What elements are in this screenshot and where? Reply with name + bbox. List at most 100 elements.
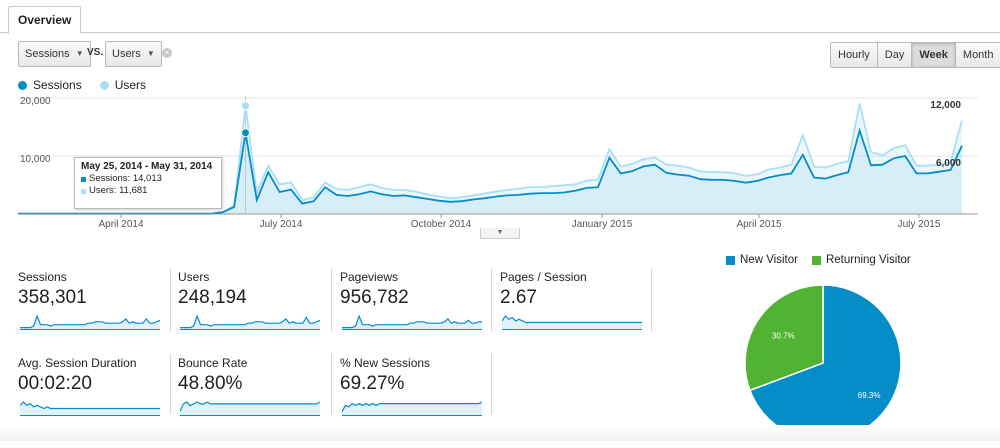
sparkline-area bbox=[20, 316, 160, 330]
metric-label: Pageviews bbox=[340, 270, 399, 284]
legend-item-sessions[interactable]: Sessions bbox=[18, 78, 82, 92]
metric-selector-primary[interactable]: Sessions ▼ bbox=[18, 41, 91, 67]
chart-legend: Sessions Users bbox=[18, 78, 146, 92]
chart-collapse-handle[interactable]: ▼ bbox=[480, 228, 520, 239]
metric-value: 956,782 bbox=[340, 287, 409, 308]
metric-value: 2.67 bbox=[500, 287, 537, 308]
pie-legend-new-visitor-label: New Visitor bbox=[740, 254, 798, 266]
legend-item-users[interactable]: Users bbox=[99, 78, 147, 92]
metric-card-pages-session[interactable]: Pages / Session 2.67 bbox=[500, 270, 652, 336]
sparkline-line bbox=[180, 401, 320, 412]
sparkline-line bbox=[342, 401, 482, 413]
granularity-hourly-button[interactable]: Hourly bbox=[831, 43, 877, 67]
y-tick-label-right: 6,000 bbox=[936, 158, 961, 169]
pie-legend: New Visitor Returning Visitor bbox=[726, 254, 911, 266]
metric-label: Bounce Rate bbox=[178, 356, 248, 370]
clear-compare-icon[interactable]: × bbox=[162, 48, 172, 58]
metric-value: 00:02:20 bbox=[18, 373, 92, 394]
chart-axes: 20,000 10,000 12,000 6,000 April 2014 July 20… bbox=[18, 96, 978, 230]
metric-label: % New Sessions bbox=[340, 356, 431, 370]
metric-value: 248,194 bbox=[178, 287, 247, 308]
tab-overview[interactable]: Overview bbox=[8, 6, 82, 34]
returning-visitor-square-icon bbox=[811, 255, 821, 265]
x-tick-label: January 2015 bbox=[572, 219, 633, 230]
tooltip-title: May 25, 2014 - May 31, 2014 bbox=[81, 161, 213, 172]
metric-selector-compare[interactable]: Users ▼ bbox=[105, 41, 162, 67]
metric-label: Users bbox=[178, 270, 210, 284]
metric-label: Pages / Session bbox=[500, 270, 587, 284]
x-tick-label: April 2015 bbox=[736, 219, 781, 230]
sessions-legend-dot-icon bbox=[18, 80, 27, 90]
pie-legend-returning-visitor[interactable]: Returning Visitor bbox=[811, 254, 911, 266]
metric-divider bbox=[491, 268, 492, 332]
x-tick-label: April 2014 bbox=[98, 219, 143, 230]
legend-users-label: Users bbox=[114, 78, 147, 92]
sparkline bbox=[180, 401, 320, 416]
metric-card-bounce-rate[interactable]: Bounce Rate 48.80% bbox=[178, 356, 330, 422]
metric-divider bbox=[331, 354, 332, 414]
y-tick-label-right: 12,000 bbox=[930, 100, 961, 111]
granularity-toggle: Hourly Day Week Month bbox=[830, 42, 1000, 68]
users-square-icon bbox=[81, 188, 86, 194]
granularity-week-button[interactable]: Week bbox=[911, 43, 955, 67]
chart-tooltip: May 25, 2014 - May 31, 2014 Sessions: 14… bbox=[74, 157, 222, 209]
sparkline bbox=[20, 314, 160, 330]
bottom-shadow bbox=[0, 425, 1000, 441]
metric-card-avg-session-duration[interactable]: Avg. Session Duration 00:02:20 bbox=[18, 356, 170, 422]
granularity-day-button[interactable]: Day bbox=[876, 43, 912, 67]
sparkline-line bbox=[502, 315, 642, 324]
tooltip-users: Users: 11,681 bbox=[89, 185, 148, 196]
sparkline-area bbox=[180, 402, 320, 416]
metric-divider bbox=[170, 268, 171, 332]
metric-selector-primary-label: Sessions bbox=[25, 48, 70, 60]
new-visitor-square-icon bbox=[726, 255, 735, 265]
metric-divider bbox=[331, 268, 332, 332]
metric-card-pageviews[interactable]: Pageviews 956,782 bbox=[340, 270, 492, 336]
y-tick-label-left: 10,000 bbox=[20, 154, 51, 165]
granularity-month-button[interactable]: Month bbox=[954, 43, 1000, 67]
tooltip-users-row: Users: 11,681 bbox=[81, 185, 215, 197]
pie-legend-new-visitor[interactable]: New Visitor bbox=[726, 254, 798, 266]
tab-bar-divider bbox=[0, 32, 1000, 33]
sessions-highlight-point bbox=[240, 128, 250, 138]
sparkline-line bbox=[20, 401, 160, 410]
x-tick-label: July 2015 bbox=[898, 219, 941, 230]
sparkline bbox=[180, 314, 320, 330]
chevron-down-icon: ▼ bbox=[75, 49, 84, 58]
timeline-chart[interactable]: 20,000 10,000 12,000 6,000 April 2014 July 20… bbox=[0, 0, 1000, 232]
sparkline-area bbox=[342, 316, 482, 330]
metric-card--new-sessions[interactable]: % New Sessions 69.27% bbox=[340, 356, 492, 422]
metric-divider bbox=[170, 354, 171, 414]
sparkline-line bbox=[20, 314, 160, 329]
chevron-down-icon: ▼ bbox=[146, 49, 155, 58]
sparkline bbox=[342, 401, 482, 416]
metric-divider bbox=[491, 354, 492, 414]
legend-sessions-label: Sessions bbox=[33, 78, 82, 92]
metric-card-users[interactable]: Users 248,194 bbox=[178, 270, 330, 336]
metric-label: Avg. Session Duration bbox=[18, 356, 137, 370]
sparkline-line bbox=[180, 314, 320, 329]
pie-slice-label: 69.3% bbox=[858, 391, 881, 400]
sparkline bbox=[502, 315, 642, 330]
pie-slice-returning-visitor[interactable] bbox=[744, 284, 824, 392]
y-tick-label-left: 20,000 bbox=[20, 96, 51, 107]
users-legend-dot-icon bbox=[99, 80, 109, 90]
metric-selector-compare-label: Users bbox=[112, 48, 141, 60]
metric-value: 48.80% bbox=[178, 373, 243, 394]
vs-label: VS. bbox=[87, 47, 104, 58]
visitor-pie-chart[interactable]: 69.3% 30.7% bbox=[738, 278, 908, 448]
metric-value: 69.27% bbox=[340, 373, 405, 394]
chevron-down-icon: ▼ bbox=[496, 229, 504, 236]
tooltip-sessions: Sessions: 14,013 bbox=[89, 173, 162, 184]
x-tick-label: July 2014 bbox=[260, 219, 303, 230]
sessions-area bbox=[18, 130, 962, 214]
sparkline bbox=[342, 314, 482, 330]
metric-card-sessions[interactable]: Sessions 358,301 bbox=[18, 270, 170, 336]
pie-slice-label: 30.7% bbox=[772, 331, 795, 340]
sparkline bbox=[20, 401, 160, 416]
users-highlight-point bbox=[240, 101, 250, 111]
pie-legend-returning-visitor-label: Returning Visitor bbox=[825, 254, 911, 266]
x-tick-label: October 2014 bbox=[411, 219, 472, 230]
sessions-square-icon bbox=[81, 176, 86, 182]
metric-value: 358,301 bbox=[18, 287, 87, 308]
